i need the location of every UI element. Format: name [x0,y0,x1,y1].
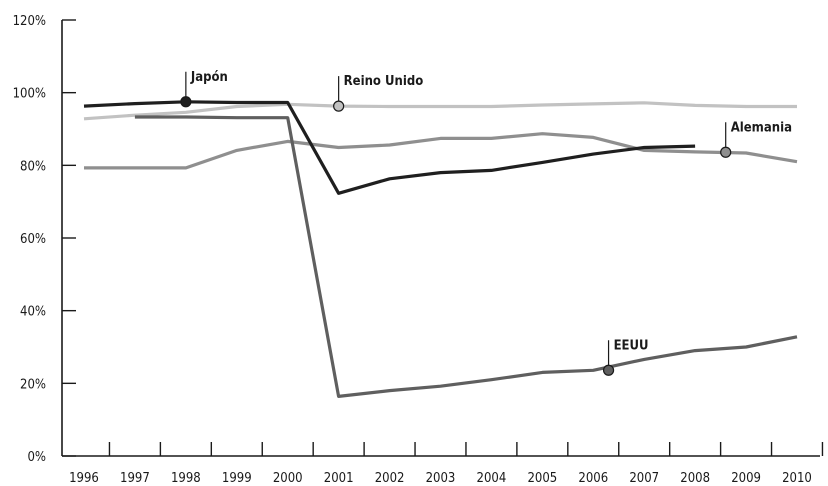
x-tick-label: 2006 [578,471,608,486]
x-tick-label: 2002 [375,471,405,486]
x-tick-label: 2001 [324,471,354,486]
x-tick-label: 1999 [222,471,252,486]
annotation-label-alemania: Alemania [731,120,792,135]
y-tick-label: 60% [20,232,46,247]
y-tick-label: 100% [13,87,46,102]
annotation-marker-alemania [720,146,732,158]
annotation-marker-reino-unido [333,100,345,112]
y-tick-label: 0% [27,450,46,465]
x-tick-label: 2004 [477,471,507,486]
annotation-label-japon: Japón [190,70,228,85]
annotation-layer: Japón Reino Unido Alemania EEUU [180,70,792,376]
x-tick-label: 2000 [273,471,303,486]
x-tick-label: 1996 [69,471,99,486]
y-tick-label: 80% [20,159,46,174]
series-line-alemania [84,132,798,170]
series-line-reino-unido [83,101,797,121]
annotation-label-reino-unido: Reino Unido [344,74,424,89]
x-tick-label: 1998 [171,471,201,486]
annotation-label-eeuu: EEUU [614,338,649,353]
x-tick-label: 1997 [120,471,150,486]
y-tick-label: 40% [20,305,46,320]
y-tick-label: 120% [13,14,46,29]
series-layer [83,100,798,398]
annotation-marker-japon [180,96,192,108]
series-line-eeuu [134,115,798,398]
x-tick-label: 2003 [426,471,456,486]
x-tick-label: 2008 [680,471,710,486]
x-tick-label: 2005 [527,471,557,486]
annotation-marker-eeuu [602,364,615,376]
x-tick-label: 2010 [782,471,812,486]
axes: 0% 20% 40% 60% 80% 100% 120% 1996 1997 1998 1999 20… [13,14,824,486]
y-tick-label: 20% [20,377,46,392]
x-tick-label: 2007 [629,471,659,486]
x-tick-label: 2009 [731,471,761,486]
